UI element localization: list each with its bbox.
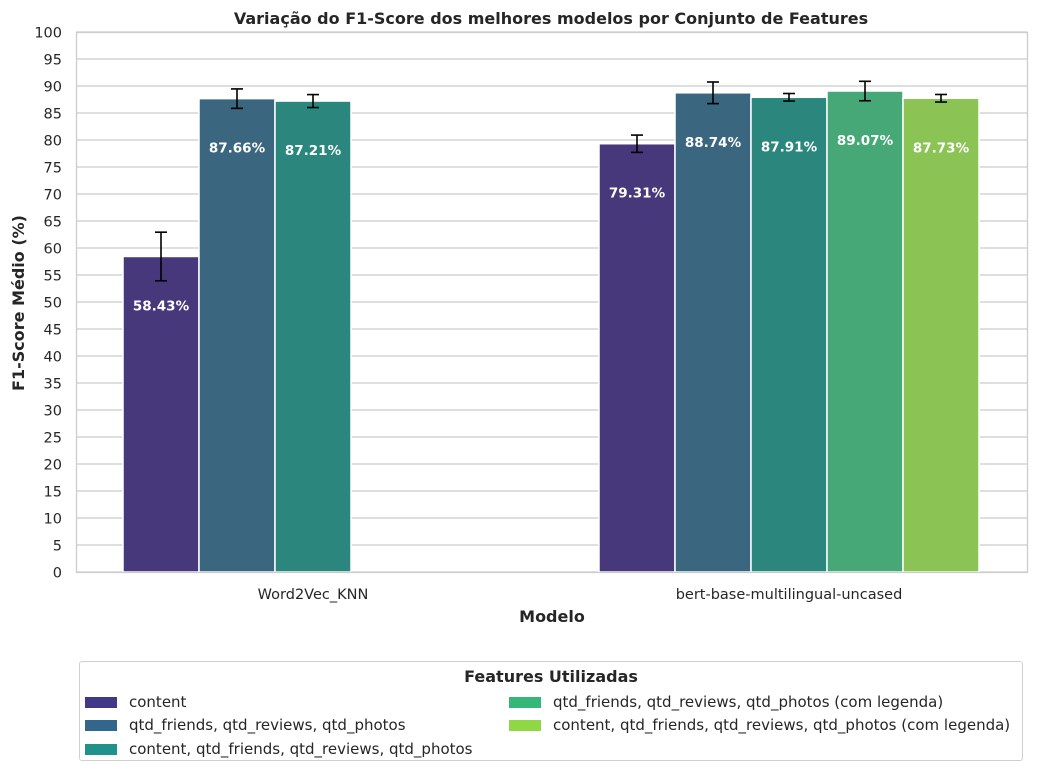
y-axis-label: F1-Score Médio (%) — [9, 215, 28, 391]
legend-swatch — [85, 743, 117, 755]
bar — [826, 90, 904, 573]
plot-frame — [75, 31, 1029, 574]
y-tick-label: 30 — [44, 404, 62, 420]
chart: Variação do F1-Score dos melhores modelo… — [9, 9, 1029, 626]
chart-title: Variação do F1-Score dos melhores modelo… — [234, 9, 868, 28]
legend-label: qtd_friends, qtd_reviews, qtd_photos (co… — [553, 693, 944, 711]
legend-title: Features Utilizadas — [464, 667, 638, 686]
data-label: 87.73% — [913, 140, 970, 156]
bar — [274, 100, 352, 573]
y-tick-label: 60 — [44, 242, 62, 258]
y-tick-label: 0 — [53, 566, 62, 582]
x-tick-label: Word2Vec_KNN — [258, 587, 369, 603]
legend-swatch — [509, 696, 541, 708]
bar — [598, 142, 676, 573]
y-tick-label: 85 — [44, 107, 62, 123]
bar — [750, 96, 828, 573]
legend-label: qtd_friends, qtd_reviews, qtd_photos — [129, 716, 406, 734]
y-tick-label: 70 — [44, 188, 62, 204]
legend-swatch — [85, 696, 117, 708]
legend-label: content — [129, 693, 187, 711]
y-tick-label: 80 — [44, 134, 62, 150]
y-tick-label: 65 — [44, 215, 62, 231]
y-tick-label: 75 — [44, 161, 62, 177]
legend-item-qtd-features: qtd_friends, qtd_reviews, qtd_photos — [85, 715, 406, 735]
data-label: 88.74% — [685, 135, 742, 151]
bar — [674, 92, 752, 573]
legend-item-qtd-features-com-legenda: qtd_friends, qtd_reviews, qtd_photos (co… — [509, 692, 943, 712]
y-tick-label: 10 — [44, 512, 62, 528]
y-tick-label: 25 — [44, 431, 62, 447]
y-tick-label: 45 — [44, 323, 62, 339]
bar — [198, 97, 276, 573]
data-label: 58.43% — [133, 298, 190, 314]
y-tick-label: 100 — [34, 26, 62, 42]
y-tick-label: 95 — [44, 53, 62, 69]
y-tick-label: 90 — [44, 80, 62, 96]
legend-swatch — [85, 719, 117, 731]
data-label: 87.66% — [209, 141, 266, 157]
legend-item-content: content — [85, 692, 186, 712]
legend-swatch — [509, 719, 541, 731]
legend-item-content-qtd-features: content, qtd_friends, qtd_reviews, qtd_p… — [85, 739, 473, 759]
bar — [902, 97, 980, 573]
data-label: 79.31% — [609, 186, 666, 202]
legend-label: content, qtd_friends, qtd_reviews, qtd_p… — [553, 716, 1011, 734]
legend: Features Utilizadas content qtd_friends,… — [79, 661, 1023, 761]
legend-item-content-qtd-features-com-legenda: content, qtd_friends, qtd_reviews, qtd_p… — [509, 715, 1010, 735]
data-label: 87.21% — [285, 143, 342, 159]
y-tick-label: 20 — [44, 458, 62, 474]
y-tick-label: 40 — [44, 350, 62, 366]
y-tick-label: 35 — [44, 377, 62, 393]
y-tick-label: 50 — [44, 296, 62, 312]
x-tick-label: bert-base-multilingual-uncased — [676, 587, 903, 603]
y-tick-label: 55 — [44, 269, 62, 285]
y-tick-label: 5 — [53, 539, 62, 555]
data-label: 89.07% — [837, 133, 894, 149]
legend-label: content, qtd_friends, qtd_reviews, qtd_p… — [129, 740, 473, 758]
y-tick-label: 15 — [44, 485, 62, 501]
data-label: 87.91% — [761, 139, 818, 155]
x-axis-label: Modelo — [519, 607, 585, 626]
